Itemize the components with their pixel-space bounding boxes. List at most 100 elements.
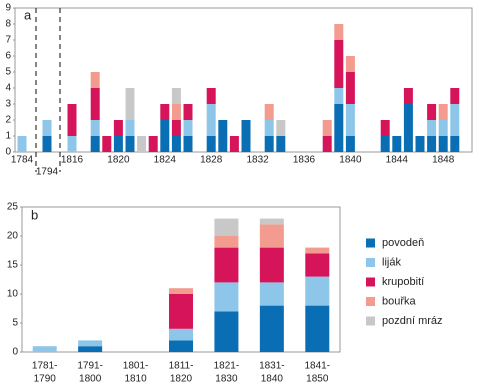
bar-segment — [259, 305, 284, 352]
x-tick-label: 1830 — [215, 374, 238, 384]
bar-segment — [169, 328, 193, 341]
bar-segment — [42, 120, 52, 136]
bar-segment — [305, 253, 330, 277]
bar-segment — [380, 136, 390, 152]
bar-segment — [78, 340, 103, 347]
legend-label: bouřka — [382, 295, 417, 307]
bar-segment — [305, 247, 330, 254]
bar-segment — [78, 346, 103, 352]
x-tick-label: 1831- — [259, 361, 285, 372]
legend-swatch — [366, 277, 375, 287]
bar-segment — [380, 120, 390, 136]
bar-segment — [438, 136, 448, 152]
bar-segment — [214, 311, 239, 352]
bar-segment — [415, 136, 425, 152]
bar-segment — [169, 294, 193, 329]
bar-segment — [264, 120, 274, 136]
bar-segment — [241, 120, 251, 152]
bar-segment — [345, 56, 355, 72]
x-tick-label: 1811- — [169, 361, 194, 372]
x-tick-label: 1850 — [306, 374, 329, 384]
bar-segment — [171, 104, 181, 120]
y-tick-label: 2 — [5, 115, 11, 126]
bar-segment — [229, 136, 239, 152]
bar-segment — [90, 136, 100, 152]
bar-segment — [214, 282, 239, 312]
bar-segment — [214, 236, 239, 248]
bar-segment — [259, 224, 284, 248]
bar-segment — [403, 88, 413, 104]
x-tick-label: 1791- — [77, 361, 103, 372]
bar-segment — [206, 88, 216, 104]
x-tick-label: 1840 — [261, 374, 284, 384]
x-tick-label: 1816 — [61, 155, 84, 166]
x-tick-label: 1801- — [123, 361, 149, 372]
legend-label: povodeň — [382, 237, 424, 249]
bar-segment — [322, 136, 332, 152]
y-tick-label: 3 — [5, 99, 11, 110]
bar-segment — [334, 40, 344, 88]
bar-segment — [90, 72, 100, 88]
bar-segment — [102, 136, 112, 152]
y-tick-label: 15 — [7, 260, 19, 271]
bar-segment — [67, 136, 77, 152]
bar-segment — [264, 104, 274, 120]
y-tick-label: 9 — [5, 3, 11, 14]
bar-segment — [214, 218, 239, 236]
bar-segment — [17, 136, 27, 152]
bar-segment — [206, 136, 216, 152]
bar-segment — [67, 104, 77, 136]
bar-segment — [171, 136, 181, 152]
x-tick-label: 1840 — [339, 155, 362, 166]
x-tick-label: 1824 — [154, 155, 177, 166]
bar-segment — [206, 104, 216, 136]
x-tick-label: 1794 — [36, 167, 59, 178]
panel-label: b — [31, 207, 38, 222]
bar-segment — [427, 120, 437, 136]
x-tick-label: 1828 — [200, 155, 223, 166]
bar-segment — [345, 72, 355, 104]
y-tick-label: 7 — [5, 35, 11, 46]
bar-segment — [276, 120, 286, 136]
bar-segment — [345, 136, 355, 152]
bar-segment — [305, 305, 330, 352]
bar-segment — [90, 120, 100, 136]
bar-segment — [276, 136, 286, 152]
bar-segment — [305, 276, 330, 306]
bar-segment — [334, 24, 344, 40]
bar-segment — [345, 104, 355, 136]
legend-swatch — [366, 316, 375, 326]
bar-segment — [169, 340, 193, 352]
x-tick-label: 1848 — [432, 155, 455, 166]
bar-segment — [392, 136, 402, 152]
bar-segment — [334, 104, 344, 152]
y-tick-label: 20 — [7, 231, 19, 242]
legend-swatch — [366, 238, 375, 248]
bar-segment — [427, 104, 437, 120]
bar-segment — [450, 88, 460, 104]
bar-segment — [160, 120, 170, 152]
legend-label: krupobití — [382, 276, 424, 288]
y-tick-label: 5 — [5, 67, 11, 78]
y-tick-label: 0 — [12, 347, 18, 358]
bar-segment — [183, 120, 193, 136]
y-tick-label: 4 — [5, 83, 11, 94]
bar-segment — [218, 120, 228, 152]
bar-segment — [438, 120, 448, 136]
bar-segment — [183, 104, 193, 120]
bar-segment — [137, 136, 147, 152]
x-tick-label: 1810 — [124, 374, 147, 384]
y-tick-label: 25 — [7, 202, 19, 213]
y-tick-label: 8 — [5, 19, 11, 30]
bar-segment — [113, 136, 123, 152]
bar-segment — [171, 120, 181, 136]
bar-segment — [259, 282, 284, 306]
bar-segment — [42, 136, 52, 152]
y-tick-label: 5 — [12, 318, 18, 329]
legend-label: liják — [382, 256, 401, 268]
x-tick-label: 1790 — [34, 374, 57, 384]
bar-segment — [125, 120, 135, 136]
x-tick-label: 1844 — [386, 155, 409, 166]
bar-segment — [183, 136, 193, 152]
